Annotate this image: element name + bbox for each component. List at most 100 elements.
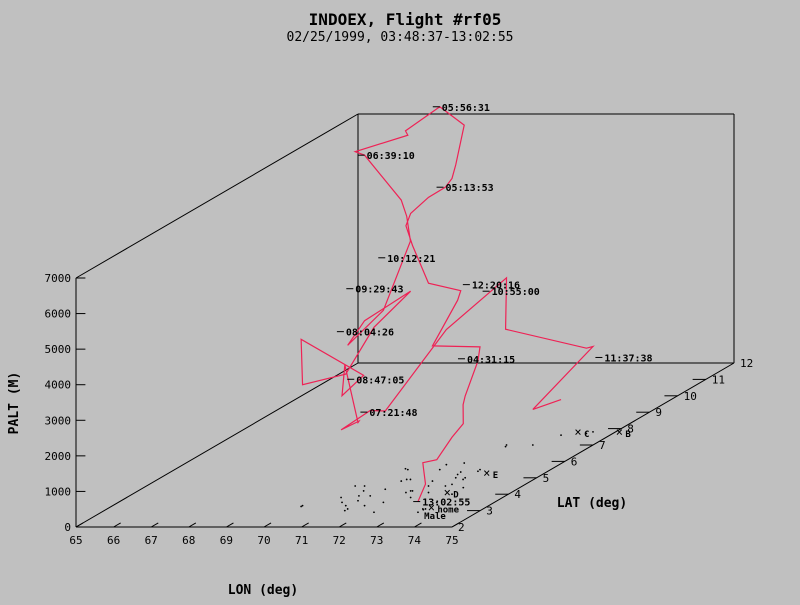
ground-track-point xyxy=(462,486,465,489)
site-label: home xyxy=(437,505,459,515)
ground-track-point xyxy=(438,468,441,471)
lon-tick-label: 68 xyxy=(182,534,195,547)
ground-track-point xyxy=(444,485,447,487)
ground-track-point xyxy=(479,468,481,471)
lon-tick xyxy=(301,522,309,528)
lon-tick xyxy=(226,522,234,528)
lon-tick xyxy=(376,522,385,528)
lon-tick xyxy=(150,522,159,528)
time-label: 10:55:00 xyxy=(492,287,540,298)
ground-track-point xyxy=(477,470,479,473)
ground-track-point xyxy=(358,494,360,497)
time-label: 07:21:48 xyxy=(369,408,417,419)
lat-tick-label: 9 xyxy=(655,406,662,419)
ground-track-point xyxy=(592,430,594,433)
alt-tick-label: 0 xyxy=(64,521,71,534)
ground-track-point xyxy=(464,476,467,479)
lat-tick-label: 10 xyxy=(684,390,697,403)
ground-track-point xyxy=(427,485,430,487)
ground-track-point xyxy=(382,501,385,504)
ground-track-point xyxy=(346,508,349,510)
ground-track-point xyxy=(373,511,375,514)
ground-track-point xyxy=(404,467,407,470)
ground-track-point xyxy=(405,491,407,494)
lon-tick xyxy=(188,522,197,528)
ground-track-point xyxy=(504,445,507,448)
time-labels: 13:02:55 04:31:15 05:13:53 05:56:31 06:39:10… xyxy=(336,103,653,509)
site-marker-icon: × xyxy=(483,466,490,480)
ground-track-point xyxy=(357,499,359,502)
ground-track xyxy=(300,430,594,514)
box-top-edge xyxy=(75,113,359,279)
ground-track-point xyxy=(462,478,464,481)
y-axis-label: LAT (deg) xyxy=(557,496,627,511)
ground-track-point xyxy=(340,496,342,499)
plot-box xyxy=(75,113,735,528)
lon-tick xyxy=(451,522,460,528)
ground-track-point xyxy=(456,473,459,476)
ground-track-point xyxy=(409,496,412,499)
lat-tick-label: 7 xyxy=(599,439,606,452)
lon-tick xyxy=(263,522,272,528)
ground-track-point xyxy=(417,511,419,514)
time-label: 08:47:05 xyxy=(356,375,404,386)
ground-track-point xyxy=(505,444,508,446)
time-label: 04:31:15 xyxy=(467,355,515,366)
chart-subtitle: 02/25/1999, 03:48:37-13:02:55 xyxy=(287,30,514,45)
ground-track-point xyxy=(451,483,453,486)
ground-track-point xyxy=(435,501,438,504)
site-label: Male xyxy=(424,512,446,522)
ground-track-point xyxy=(300,505,303,508)
ground-track-point xyxy=(362,490,365,492)
site-marker-icon: × xyxy=(616,425,623,439)
lat-tick-label: 6 xyxy=(571,455,578,468)
alt-tick-label: 2000 xyxy=(45,450,72,463)
time-label: 11:37:38 xyxy=(604,353,652,364)
lon-tick xyxy=(113,522,121,528)
lon-tick-label: 65 xyxy=(69,534,82,547)
lat-tick-label: 4 xyxy=(514,488,521,501)
lon-tick-label: 66 xyxy=(107,534,120,547)
lon-tick xyxy=(414,522,422,528)
ground-track-point xyxy=(406,468,409,471)
box-floor-edge xyxy=(75,362,359,528)
alt-tick-label: 1000 xyxy=(45,485,72,498)
lon-tick-label: 75 xyxy=(445,534,458,547)
time-label: 10:12:21 xyxy=(387,254,435,265)
ground-track-point xyxy=(451,493,453,496)
ground-track-point xyxy=(459,471,462,473)
lon-tick-label: 72 xyxy=(333,534,346,547)
time-label: 05:13:53 xyxy=(446,183,494,194)
ground-track-point xyxy=(585,432,588,435)
ground-track-point xyxy=(354,485,357,487)
lon-tick-label: 67 xyxy=(145,534,158,547)
ground-track-point xyxy=(301,504,304,507)
lon-tick xyxy=(75,522,84,528)
ground-track-point xyxy=(427,491,430,494)
lat-tick-label: 3 xyxy=(486,505,493,518)
ground-track-point xyxy=(424,508,427,510)
lon-tick-label: 70 xyxy=(257,534,270,547)
ground-track-point xyxy=(405,478,408,481)
ground-track-point xyxy=(369,494,372,497)
site-label: B xyxy=(625,430,631,440)
ground-track-point xyxy=(531,444,534,446)
lon-tick xyxy=(338,522,347,528)
alt-tick-label: 5000 xyxy=(45,343,72,356)
time-label: 12:20:16 xyxy=(472,281,520,292)
lon-tick-label: 69 xyxy=(220,534,233,547)
chart-title: INDOEX, Flight #rf05 xyxy=(309,10,502,29)
ground-track-point xyxy=(421,508,424,510)
alt-tick-label: 6000 xyxy=(45,308,72,321)
flight-path-line xyxy=(300,106,595,502)
site-marker-icon: × xyxy=(428,500,435,514)
ground-track-point xyxy=(463,462,466,464)
time-label: 08:04:26 xyxy=(346,328,394,339)
lon-tick-label: 74 xyxy=(408,534,422,547)
ground-track-point xyxy=(344,504,347,507)
lat-tick-label: 5 xyxy=(543,472,550,485)
alt-tick-label: 4000 xyxy=(45,379,72,392)
x-axis-label: LON (deg) xyxy=(228,583,298,598)
